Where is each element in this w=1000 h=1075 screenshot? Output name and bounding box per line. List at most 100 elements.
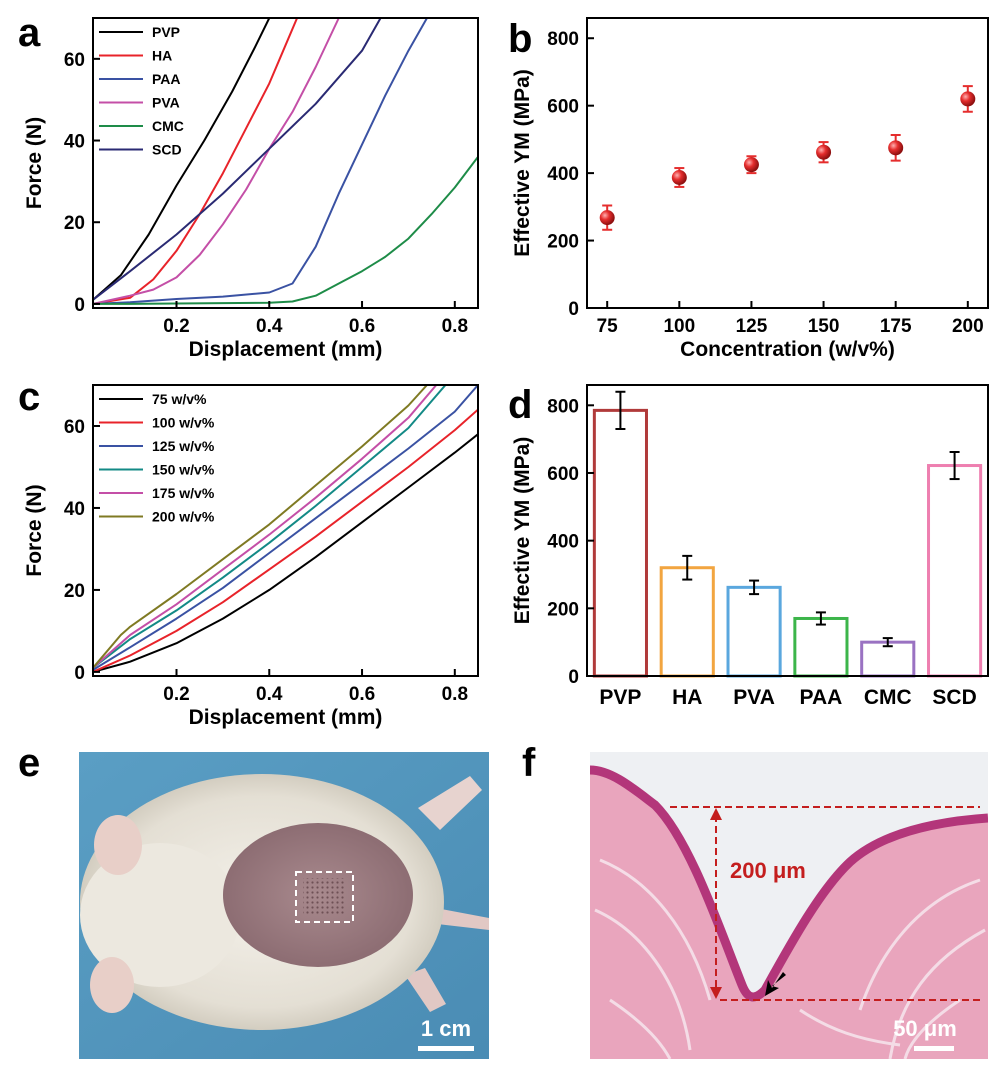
legend-label: CMC: [152, 118, 184, 134]
data-point: [599, 210, 615, 226]
bar-ha: [659, 566, 715, 678]
legend-label: HA: [152, 48, 172, 64]
legend-label: 150 w/v%: [152, 462, 215, 478]
panel-label-a: a: [18, 11, 41, 55]
x-tick-label: 0.2: [163, 316, 189, 337]
panel-label-d: d: [508, 383, 532, 427]
photo-f-histology: 200 μm 50 μm: [590, 752, 988, 1059]
y-axis-title-b: Effective YM (MPa): [511, 69, 534, 257]
dashed-selection-box: [295, 871, 354, 923]
legend-label: 75 w/v%: [152, 391, 207, 407]
y-tick-label: 40: [64, 499, 85, 520]
x-category-label: PVA: [733, 686, 775, 709]
x-axis-title-b: Concentration (w/v%): [680, 338, 895, 361]
panel-label-c: c: [18, 375, 40, 419]
rat-paw-upper-right: [418, 776, 482, 830]
bar-pvp: [592, 408, 648, 678]
x-category-label: HA: [672, 686, 702, 709]
x-tick-label: 150: [808, 316, 840, 337]
x-tick-label: 75: [597, 316, 619, 337]
legend-label: 200 w/v%: [152, 509, 215, 525]
x-tick-label: 0.4: [256, 316, 283, 337]
data-point: [816, 144, 832, 160]
series-lines: [93, 18, 478, 305]
plot-frame-a: [92, 17, 479, 309]
legend-label: 125 w/v%: [152, 438, 215, 454]
x-category-label: SCD: [932, 686, 976, 709]
x-tick-label: 0.8: [442, 684, 468, 705]
y-tick-label: 0: [568, 667, 579, 688]
x-tick-label: 125: [736, 316, 768, 337]
y-tick-label: 400: [547, 532, 579, 553]
chart-c-force-displacement-concentration: 0 20 40 60 Force (N) 0.2 0.4 0.6 0.8 Displacement…: [23, 384, 479, 729]
legend-label: SCD: [152, 142, 182, 158]
panel-label-b: b: [508, 17, 532, 61]
x-tick-label: 0.6: [349, 316, 375, 337]
x-tick-label: 100: [663, 316, 695, 337]
data-point: [888, 140, 904, 156]
y-axis-title-a: Force (N): [23, 117, 46, 209]
y-tick-label: 20: [64, 581, 85, 602]
legend-label: 175 w/v%: [152, 485, 215, 501]
series-line-125-w-v-: [93, 385, 478, 671]
rat-ear-upper: [94, 815, 142, 875]
x-tick-label: 0.8: [442, 316, 468, 337]
y-tick-label: 0: [74, 295, 85, 316]
y-tick-label: 60: [64, 50, 85, 71]
chart-a-force-displacement: 0 20 40 60 Force (N) 0.2 0.4 0.6 0.8 Displacement…: [23, 17, 479, 361]
chart-d-ym-bars: PVP HA PVA PAA CMC SCD 0 200 400 600 800 Effective …: [511, 384, 989, 709]
epidermis-layer: [590, 765, 988, 1002]
microneedle-array-mark: [303, 878, 345, 914]
scale-bar-f: [914, 1046, 954, 1051]
y-axis-title-c: Force (N): [23, 484, 46, 576]
depth-label: 200 μm: [730, 858, 806, 883]
y-tick-label: 800: [547, 396, 579, 417]
indentation-cavity: [590, 752, 988, 997]
y-tick-label: 200: [547, 232, 579, 253]
data-point: [671, 170, 687, 185]
plot-frame-c: [92, 384, 479, 677]
photo-e-rat: 1 cm: [79, 752, 489, 1059]
panel-label-f: f: [522, 741, 536, 785]
y-tick-label: 600: [547, 464, 579, 485]
x-axis-title-c: Displacement (mm): [189, 706, 383, 729]
rat-head: [80, 843, 240, 987]
legend-label: PVP: [152, 24, 180, 40]
data-point: [960, 91, 976, 107]
black-arrow-icon: [765, 972, 786, 996]
x-category-label: PVP: [599, 686, 641, 709]
y-tick-label: 60: [64, 417, 85, 438]
bar-scd: [927, 464, 983, 678]
x-tick-label: 0.6: [349, 684, 375, 705]
x-category-label: CMC: [864, 686, 912, 709]
bar-pva: [726, 585, 782, 678]
y-tick-label: 0: [568, 299, 579, 320]
x-tick-label: 0.2: [163, 684, 189, 705]
plot-frame-d: [586, 384, 989, 677]
rat-ear-lower: [90, 957, 134, 1013]
legend-label: PVA: [152, 95, 180, 111]
series-line-ha: [93, 18, 299, 305]
series-line-pva: [93, 18, 478, 305]
bar-cmc: [860, 640, 916, 678]
x-tick-label: 0.4: [256, 684, 283, 705]
x-axis-title-a: Displacement (mm): [189, 338, 383, 361]
series-line-175-w-v-: [93, 385, 438, 669]
y-tick-label: 400: [547, 164, 579, 185]
panel-label-e: e: [18, 741, 40, 785]
series-line-paa: [93, 18, 478, 305]
y-tick-label: 40: [64, 132, 85, 153]
y-tick-label: 600: [547, 97, 579, 118]
series-lines: [93, 385, 478, 673]
depth-arrow-head-top: [710, 808, 722, 820]
tissue-fibers: [594, 858, 986, 1059]
scale-bar-e: [418, 1046, 474, 1051]
rat-paw-lower-right: [405, 968, 446, 1012]
series-line-pvp: [93, 18, 271, 301]
depth-arrow-head-bottom: [710, 987, 722, 999]
y-tick-label: 800: [547, 29, 579, 50]
y-tick-label: 0: [74, 663, 85, 684]
y-tick-label: 20: [64, 213, 85, 234]
series-line-150-w-v-: [93, 385, 447, 669]
series-line-scd: [93, 18, 382, 301]
